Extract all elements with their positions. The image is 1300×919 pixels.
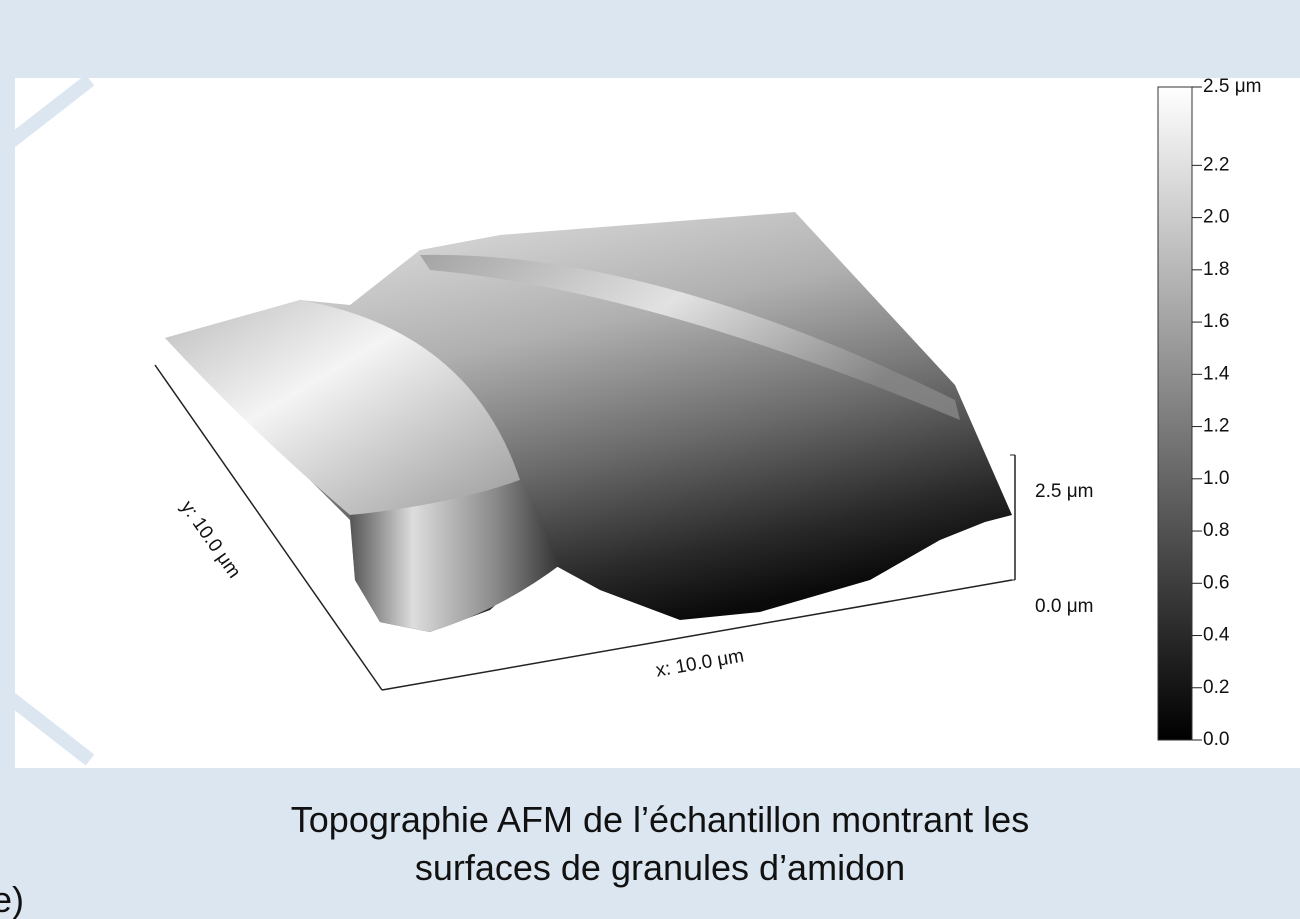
colorbar-tick-label: 1.8 <box>1203 259 1229 280</box>
colorbar-tick-label: 0.4 <box>1203 625 1230 646</box>
side-label: e) <box>0 879 24 919</box>
colorbar-tick-label: 1.4 <box>1203 363 1230 384</box>
y-axis <box>154 364 383 691</box>
colorbar-tick-label: 1.0 <box>1203 468 1229 489</box>
colorbar-tick-label: 2.2 <box>1203 154 1229 175</box>
surface-ridge <box>420 254 960 420</box>
colorbar-tick-label: 0.6 <box>1203 572 1229 593</box>
decor <box>0 684 95 766</box>
decor <box>0 74 95 156</box>
z-top-label: 2.5 μm <box>1035 481 1093 502</box>
caption: Topographie AFM de l’échantillon montran… <box>291 799 1029 840</box>
colorbar-ticks: 2.5 μm 2.2 2.0 1.8 1.6 1.4 1.2 1.0 0.8 0.6 0.4 0.2 0… <box>1192 76 1261 750</box>
colorbar-tick-label: 1.6 <box>1203 311 1229 332</box>
z-bottom-label: 0.0 μm <box>1035 596 1093 617</box>
surface-lens <box>165 300 520 515</box>
colorbar-tick-label: 0.2 <box>1203 677 1229 698</box>
x-axis <box>381 579 1013 691</box>
surface-step <box>350 480 560 632</box>
colorbar <box>1157 86 1193 741</box>
caption: surfaces de granules d’amidon <box>415 847 905 888</box>
colorbar-tick-label: 0.8 <box>1203 520 1229 541</box>
colorbar-tick-label: 0.0 <box>1203 729 1229 750</box>
colorbar-tick-label: 1.2 <box>1203 416 1229 437</box>
colorbar-tick-label: 2.0 <box>1203 207 1229 228</box>
colorbar-tick-label: 2.5 μm <box>1203 76 1261 97</box>
